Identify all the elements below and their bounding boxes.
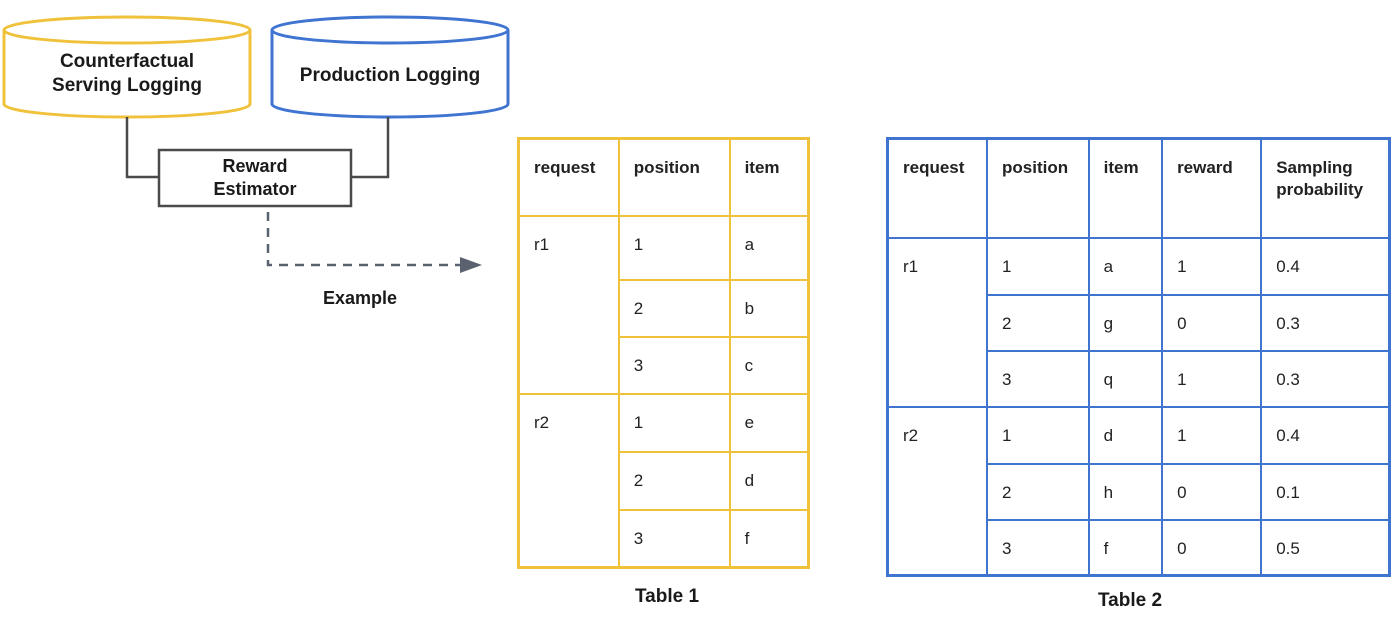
- header-reward: reward: [1161, 137, 1263, 239]
- item-cell: h: [1087, 462, 1164, 521]
- request-cell: r1: [517, 214, 620, 395]
- reward-cell: 1: [1161, 405, 1263, 465]
- table-header-row: request position item reward Sampling pr…: [886, 137, 1391, 239]
- table-header-row: request position item: [517, 137, 810, 217]
- header-position: position: [986, 137, 1090, 239]
- reward-estimator-box: [157, 148, 353, 208]
- header-request: request: [517, 137, 620, 217]
- table-row: 3 f 0 0.5: [888, 518, 1391, 577]
- reward-cell: 0: [1161, 518, 1263, 577]
- item-cell: g: [1087, 293, 1164, 352]
- table-row: 3 c: [519, 335, 810, 395]
- reward-estimator-label-line2: Estimator: [213, 179, 297, 199]
- position-cell: 1: [986, 236, 1090, 296]
- item-cell: a: [1087, 236, 1164, 296]
- table-1: request position item r1 1 a 2 b 3 c r2 …: [517, 137, 810, 569]
- probability-cell: 0.3: [1260, 293, 1391, 352]
- position-cell: 1: [986, 405, 1090, 465]
- header-sampling-probability: Sampling probability: [1260, 137, 1391, 239]
- example-label: Example: [322, 288, 398, 308]
- position-cell: 3: [617, 508, 731, 569]
- probability-cell: 0.1: [1260, 462, 1391, 521]
- reward-cell: 0: [1161, 293, 1263, 352]
- item-cell: f: [728, 508, 810, 569]
- reward-cell: 0: [1161, 462, 1263, 521]
- production-db-label: Production Logging: [299, 65, 481, 86]
- table-1-caption: Table 1: [634, 586, 700, 607]
- connector-production: [351, 117, 390, 179]
- position-cell: 2: [986, 462, 1090, 521]
- production-logging-db: [270, 15, 510, 119]
- position-cell: 2: [986, 293, 1090, 352]
- request-cell: r2: [886, 405, 988, 577]
- example-dashed-arrow: [266, 212, 462, 267]
- reward-cell: 1: [1161, 236, 1263, 296]
- probability-cell: 0.4: [1260, 405, 1391, 465]
- table-2: request position item reward Sampling pr…: [886, 137, 1391, 577]
- header-item: item: [1087, 137, 1164, 239]
- table-row: r2 1 d 1 0.4: [886, 405, 1391, 577]
- connector-counterfactual: [125, 117, 159, 179]
- item-cell: a: [728, 214, 810, 281]
- counterfactual-db-label-line1: Counterfactual: [59, 51, 195, 72]
- item-cell: b: [728, 278, 810, 338]
- table-row: 2 d: [519, 450, 810, 511]
- table-row: 2 b: [519, 278, 810, 338]
- table-row: 2 h 0 0.1: [888, 462, 1391, 521]
- item-cell: e: [728, 392, 810, 453]
- item-cell: f: [1087, 518, 1164, 577]
- probability-cell: 0.5: [1260, 518, 1391, 577]
- item-cell: q: [1087, 349, 1164, 408]
- item-cell: d: [1087, 405, 1164, 465]
- request-cell: r1: [886, 236, 988, 408]
- position-cell: 3: [986, 518, 1090, 577]
- table-row: 3 f: [519, 508, 810, 569]
- position-cell: 2: [617, 450, 731, 511]
- position-cell: 2: [617, 278, 731, 338]
- probability-cell: 0.3: [1260, 349, 1391, 408]
- counterfactual-db-label: Counterfactual Serving Logging: [4, 50, 250, 98]
- request-cell: r2: [517, 392, 620, 569]
- position-cell: 3: [617, 335, 731, 395]
- probability-cell: 0.4: [1260, 236, 1391, 296]
- table-row: 3 q 1 0.3: [888, 349, 1391, 408]
- table-2-caption: Table 2: [1097, 590, 1163, 611]
- counterfactual-db-label-line2: Serving Logging: [52, 75, 202, 96]
- table-row: r1 1 a: [517, 214, 810, 395]
- table-row: 2 g 0 0.3: [888, 293, 1391, 352]
- reward-cell: 1: [1161, 349, 1263, 408]
- position-cell: 1: [617, 392, 731, 453]
- reward-estimator-label-line1: Reward: [222, 156, 288, 176]
- reward-estimator-label: Reward Estimator: [159, 155, 351, 201]
- item-cell: d: [728, 450, 810, 511]
- header-item: item: [728, 137, 810, 217]
- position-cell: 3: [986, 349, 1090, 408]
- position-cell: 1: [617, 214, 731, 281]
- header-request: request: [886, 137, 988, 239]
- arrow-head-icon: [460, 257, 482, 273]
- header-position: position: [617, 137, 731, 217]
- item-cell: c: [728, 335, 810, 395]
- table-row: r2 1 e: [517, 392, 810, 569]
- table-row: r1 1 a 1 0.4: [886, 236, 1391, 408]
